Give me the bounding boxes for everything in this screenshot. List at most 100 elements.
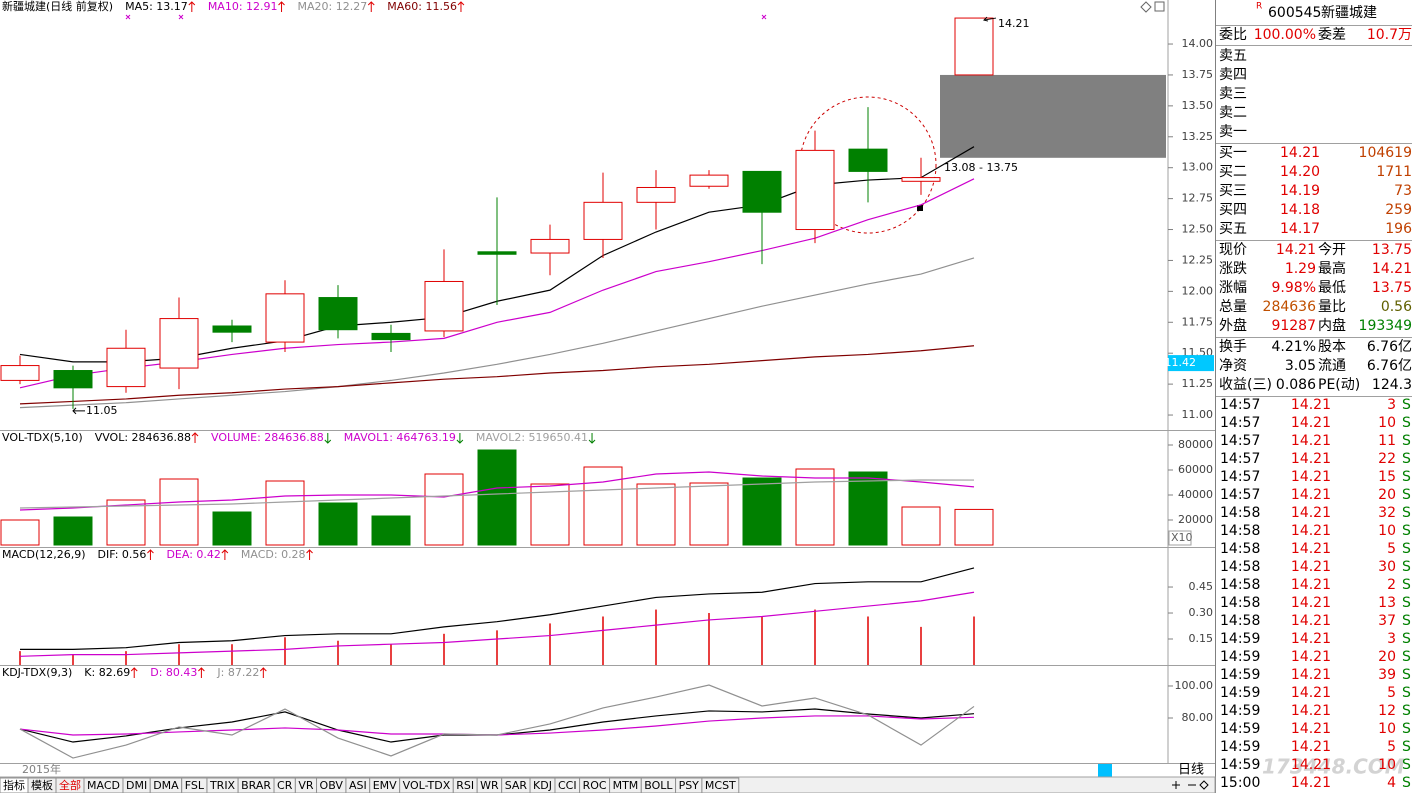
volume-bar (0, 519, 40, 546)
bid-label: 买四 (1219, 202, 1247, 218)
bid-volume: 259 (1385, 202, 1412, 218)
field-value: 3.05 (1285, 358, 1316, 374)
tab[interactable]: 全部 (55, 777, 85, 793)
trade-side: S (1402, 721, 1411, 737)
period-label: 日线 (1178, 763, 1204, 778)
tab[interactable]: ASI (345, 777, 371, 793)
trade-side: S (1402, 649, 1411, 665)
candle-body (477, 251, 517, 255)
tab[interactable]: BOLL (640, 777, 677, 793)
trade-price: 14.21 (1291, 721, 1331, 737)
volume-bar (742, 477, 782, 546)
volume-bar (583, 466, 623, 546)
bid-volume: 1711 (1376, 164, 1412, 180)
trade-side: S (1402, 541, 1411, 557)
trade-price: 14.21 (1291, 523, 1331, 539)
toolbar-icons[interactable] (1172, 780, 1209, 790)
trade-side: S (1402, 505, 1411, 521)
field-value: 14.21 (1372, 261, 1412, 277)
ask-label: 卖四 (1219, 67, 1247, 83)
tab[interactable]: KDJ (529, 777, 556, 793)
tab[interactable]: 模板 (27, 777, 57, 793)
tab[interactable]: DMA (149, 777, 183, 793)
volume-bar (424, 473, 464, 546)
gap-label: 13.08 - 13.75 (944, 161, 1018, 174)
y-tick-label: 40000 (1178, 488, 1213, 501)
candle-body (636, 186, 676, 203)
legend-label: VOLUME: 284636.88 (211, 431, 324, 444)
tab[interactable]: CCI (554, 777, 581, 793)
tab[interactable]: MTM (609, 777, 642, 793)
trade-time: 14:58 (1220, 559, 1260, 575)
tab-label: DMA (153, 779, 179, 792)
tab[interactable]: 指标 (0, 777, 29, 793)
field-label: 净资 (1219, 358, 1247, 374)
volume-bar (106, 499, 146, 546)
tab[interactable]: WR (476, 777, 503, 793)
trade-price: 14.21 (1291, 649, 1331, 665)
tab[interactable]: FSL (181, 777, 208, 793)
tab[interactable]: TRIX (206, 777, 239, 793)
scroll-marker[interactable] (1098, 763, 1112, 777)
tab[interactable]: BRAR (237, 777, 275, 793)
kdj-line (19, 684, 975, 759)
trade-volume: 5 (1387, 541, 1396, 557)
trade-time: 15:00 (1220, 775, 1260, 791)
tab[interactable]: RSI (452, 777, 478, 793)
legend-label: MAVOL1: 464763.19 (344, 431, 456, 444)
y-tick-label: 100.00 (1175, 679, 1214, 692)
trade-side: S (1402, 451, 1411, 467)
field-value: 6.76亿 (1367, 358, 1412, 374)
field-label: 现价 (1219, 242, 1247, 258)
trade-side: S (1402, 559, 1411, 575)
tab[interactable]: CR (273, 777, 296, 793)
tab[interactable]: VOL-TDX (399, 777, 454, 793)
y-tick-label: 11.25 (1182, 377, 1214, 390)
legend-label: MAVOL2: 519650.41 (476, 431, 588, 444)
legend-label: K: 82.69 (84, 666, 130, 679)
tab-label: WR (480, 779, 499, 792)
field-label: 涨幅 (1219, 280, 1247, 296)
tab-label: BRAR (241, 779, 271, 792)
trade-price: 14.21 (1291, 685, 1331, 701)
legend-label: MA20: 12.27 (298, 0, 368, 13)
bid-price: 14.17 (1280, 221, 1320, 237)
tab[interactable]: MCST (701, 777, 740, 793)
trade-time: 14:59 (1220, 739, 1260, 755)
tab-label: MACD (87, 779, 120, 792)
legend-label: MACD: 0.28 (241, 548, 306, 561)
tab[interactable]: PSY (675, 777, 703, 793)
trade-time: 14:58 (1220, 541, 1260, 557)
tab[interactable]: EMV (369, 777, 401, 793)
volume-bar (371, 515, 411, 546)
tab-label: ASI (349, 779, 367, 792)
legend-label: VOL-TDX(5,10) (2, 431, 83, 444)
trade-side: S (1402, 613, 1411, 629)
field-value: 100.00% (1254, 27, 1316, 43)
volume-bar (636, 483, 676, 546)
candle-body (212, 325, 252, 333)
tab[interactable]: OBV (316, 777, 347, 793)
volume-bar (848, 471, 888, 546)
tab-label: VOL-TDX (403, 779, 451, 792)
window-icon[interactable] (1154, 1, 1165, 12)
field-label: PE(动) (1318, 377, 1360, 393)
trade-price: 14.21 (1291, 559, 1331, 575)
trade-volume: 37 (1378, 613, 1396, 629)
candle-body (689, 174, 729, 187)
tab[interactable]: DMI (122, 777, 151, 793)
diamond-icon[interactable] (1140, 1, 1152, 13)
tab[interactable]: VR (294, 777, 318, 793)
tab[interactable]: MACD (83, 777, 124, 793)
candle-body (901, 177, 941, 182)
field-label: 委差 (1318, 27, 1346, 43)
gap-zone (940, 74, 1166, 158)
field-label: 最高 (1318, 260, 1346, 277)
tab[interactable]: ROC (579, 777, 611, 793)
trade-volume: 12 (1378, 703, 1396, 719)
tab-label: CR (277, 779, 293, 792)
low-label: 11.05 (86, 404, 118, 417)
legend-arrow (259, 667, 267, 678)
tab[interactable]: SAR (501, 777, 531, 793)
